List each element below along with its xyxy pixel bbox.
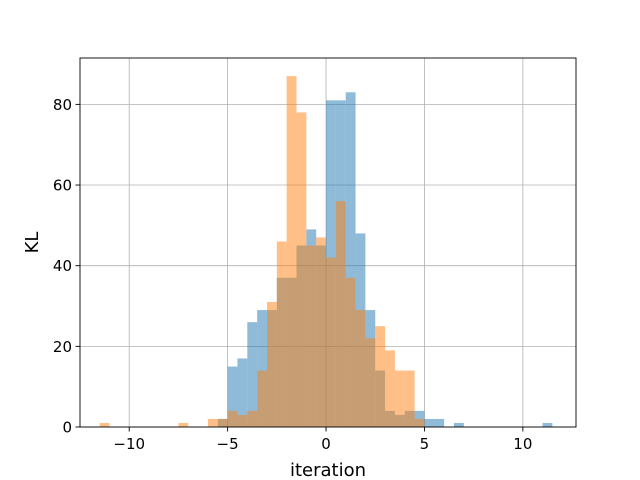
histogram-bar-series-2 [375,326,386,427]
histogram-bar-series-1 [247,322,258,427]
histogram-bar-series-1 [227,366,238,427]
histogram-bar-series-1 [237,358,248,427]
histogram-bar-series-2 [227,410,238,427]
x-tick-label: −5 [217,435,239,453]
x-tick-label: 5 [420,435,430,453]
y-axis: 0 20 40 60 80 [53,96,80,437]
y-tick-label: 40 [53,257,72,275]
histogram-bar-series-2 [335,201,346,427]
histogram-bar-series-2 [99,422,110,427]
histogram-bar-series-2 [276,241,287,427]
histogram-bar-series-1 [453,422,464,427]
histogram-bar-series-2 [266,301,277,427]
histogram-bar-series-2 [365,338,376,427]
histogram-bar-series-2 [345,277,356,427]
histogram-bar-series-2 [385,350,395,427]
y-tick-label: 20 [53,338,72,356]
histogram-bar-series-2 [404,370,415,427]
plot-frame [79,57,577,428]
y-tick-label: 80 [53,96,72,114]
histogram-bar-series-2 [178,422,189,427]
x-axis-label: iteration [290,460,366,480]
histogram-bar-series-2 [316,237,327,427]
histogram-bar-series-2 [355,310,366,427]
histogram-bar-series-1 [257,310,267,427]
y-axis-label: KL [22,232,43,254]
x-axis: −10 −5 0 5 10 [113,427,532,453]
histogram-bar-series-2 [257,370,267,427]
y-tick-label: 60 [53,177,72,195]
histogram-bar-series-2 [414,418,425,427]
histogram-bar-series-2 [394,370,405,427]
histogram-bar-series-2 [296,112,307,427]
histogram-bar-series-1 [345,92,356,427]
histogram-bars [99,76,553,428]
y-tick-label: 0 [62,419,72,437]
histogram-bar-series-2 [306,245,317,427]
histogram-bar-series-1 [542,422,553,427]
histogram-bar-series-2 [237,414,248,427]
histogram-bar-series-1 [434,418,445,427]
histogram-bar-series-2 [217,418,228,427]
x-tick-label: 10 [513,435,532,453]
histogram-bar-series-2 [326,257,336,427]
histogram-bar-series-1 [424,418,435,427]
x-tick-label: 0 [321,435,331,453]
histogram-bar-series-2 [207,418,218,427]
x-tick-label: −10 [113,435,145,453]
histogram-bar-series-2 [286,76,297,428]
histogram-bar-series-2 [247,410,258,427]
